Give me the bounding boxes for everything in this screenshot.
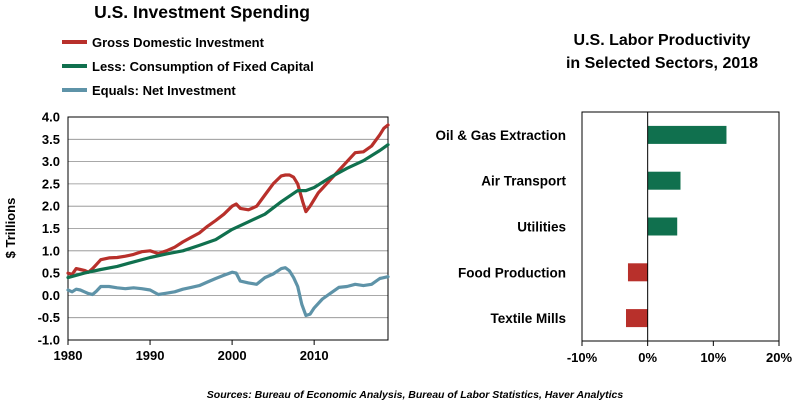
series-line-net-investment	[66, 266, 390, 318]
productivity-category-label: Textile Mills	[490, 311, 566, 326]
investment-chart-title: U.S. Investment Spending	[94, 2, 310, 22]
investment-y-ticks: 4.0 3.5 3.0 2.5 2.0 1.5 1.0 0.5 0.0 -0.5 -1.0	[38, 110, 60, 348]
investment-gridlines	[68, 138, 388, 319]
investment-y-tick-label: 4.0	[42, 110, 60, 125]
productivity-bar	[647, 125, 727, 144]
investment-y-tick-label: 1.5	[42, 221, 60, 236]
productivity-category-label: Air Transport	[481, 174, 566, 189]
investment-y-tick-label: 0.5	[42, 266, 60, 281]
legend-label-consumption: Less: Consumption of Fixed Capital	[92, 59, 314, 74]
investment-y-tick-label: -1.0	[38, 333, 60, 348]
productivity-bar	[647, 217, 678, 236]
productivity-x-ticks: -10% 0% 10% 20%	[567, 341, 792, 365]
productivity-category-label: Food Production	[458, 265, 566, 280]
productivity-bars	[625, 125, 727, 328]
investment-y-tick-label: 2.0	[42, 199, 60, 214]
productivity-x-tick-label: 0%	[638, 350, 657, 365]
investment-x-tick-label: 1980	[54, 348, 83, 363]
investment-x-ticks: 1980 1990 2000 2010	[54, 340, 329, 363]
investment-x-tick-label: 2000	[218, 348, 247, 363]
source-note: Sources: Bureau of Economic Analysis, Bu…	[207, 389, 624, 401]
investment-legend: Gross Domestic Investment Less: Consumpt…	[62, 35, 314, 98]
investment-y-tick-label: 3.0	[42, 154, 60, 169]
investment-y-tick-label: 1.0	[42, 243, 60, 258]
productivity-category-labels: Oil & Gas Extraction Air Transport Utiliti…	[435, 128, 566, 326]
productivity-chart: U.S. Labor Productivity in Selected Sect…	[435, 32, 792, 365]
investment-x-tick-label: 2010	[300, 348, 329, 363]
legend-label-net: Equals: Net Investment	[92, 83, 236, 98]
productivity-chart-title-line-1: U.S. Labor Productivity	[574, 32, 751, 49]
legend-label-gross: Gross Domestic Investment	[92, 35, 265, 50]
investment-y-tick-label: 0.0	[42, 288, 60, 303]
productivity-category-label: Oil & Gas Extraction	[435, 128, 566, 143]
investment-y-tick-label: 3.5	[42, 132, 60, 147]
productivity-chart-title-line-2: in Selected Sectors, 2018	[566, 55, 758, 72]
investment-series	[66, 123, 390, 318]
investment-y-tick-label: 2.5	[42, 176, 60, 191]
investment-y-axis-label: $ Trillions	[3, 198, 18, 259]
productivity-bar	[627, 263, 648, 282]
series-line-consumption-fixed-capital	[66, 143, 390, 280]
productivity-x-tick-label: -10%	[567, 350, 598, 365]
productivity-plot-area	[581, 111, 780, 342]
productivity-x-tick-label: 20%	[766, 350, 792, 365]
productivity-category-label: Utilities	[517, 220, 566, 235]
investment-plot-area	[67, 116, 389, 341]
productivity-x-tick-label: 10%	[700, 350, 726, 365]
investment-x-tick-label: 1990	[136, 348, 165, 363]
productivity-bar	[625, 309, 648, 328]
investment-y-tick-label: -0.5	[38, 310, 60, 325]
investment-chart: U.S. Investment Spending Gross Domestic …	[3, 2, 390, 363]
productivity-bar	[647, 171, 681, 190]
series-line-gross-investment	[66, 123, 390, 276]
